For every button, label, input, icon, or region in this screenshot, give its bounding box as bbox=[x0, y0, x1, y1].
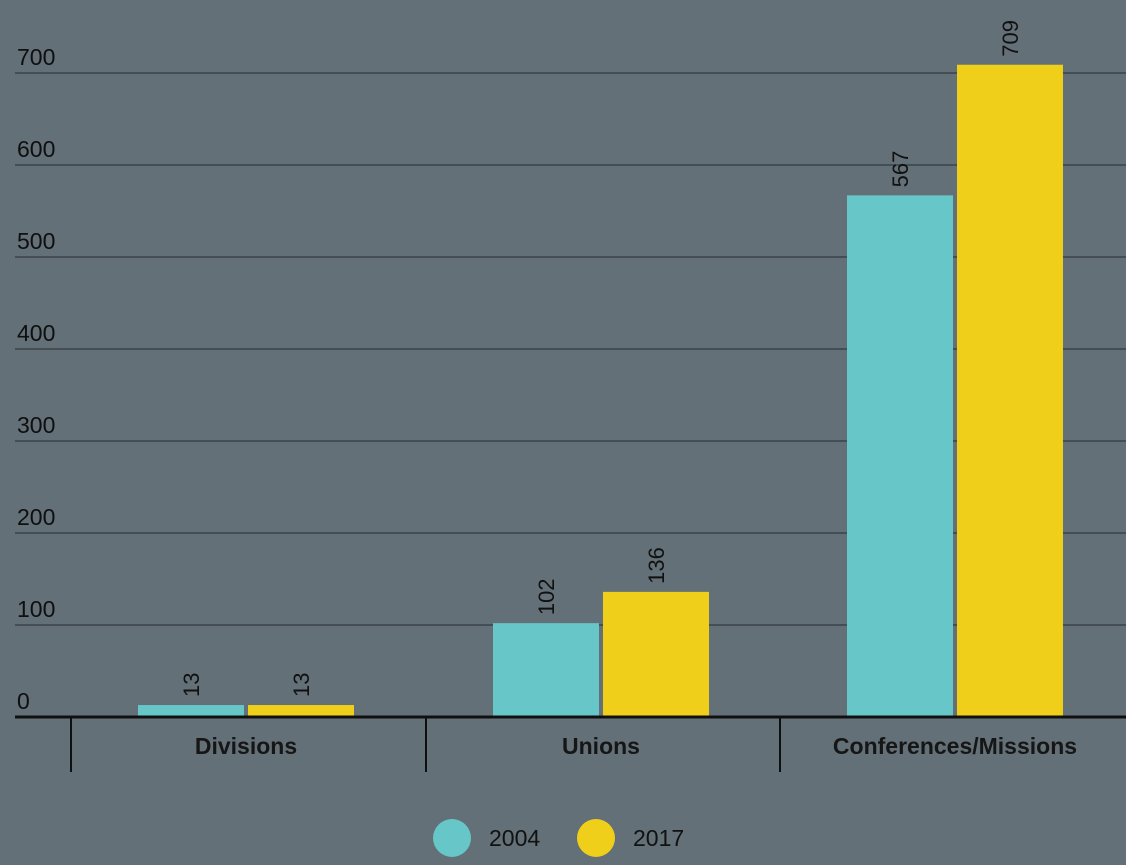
data-label: 136 bbox=[644, 547, 669, 584]
legend-label: 2004 bbox=[489, 825, 540, 851]
y-tick-label: 200 bbox=[17, 504, 55, 530]
bar-2004-unions bbox=[493, 623, 599, 717]
y-tick-label: 700 bbox=[17, 44, 55, 70]
x-category-label: Unions bbox=[562, 733, 640, 759]
y-tick-label: 500 bbox=[17, 228, 55, 254]
data-label: 709 bbox=[998, 20, 1023, 57]
y-tick-label: 0 bbox=[17, 688, 30, 714]
y-tick-label: 400 bbox=[17, 320, 55, 346]
y-tick-label: 600 bbox=[17, 136, 55, 162]
data-label: 102 bbox=[534, 578, 559, 615]
data-label: 13 bbox=[289, 673, 314, 697]
bar-2004-conferences-missions bbox=[847, 195, 953, 718]
bar-2004-divisions bbox=[138, 705, 244, 717]
legend-swatch-2017 bbox=[577, 819, 615, 857]
bar-2017-conferences-missions bbox=[957, 64, 1063, 718]
y-tick-label: 300 bbox=[17, 412, 55, 438]
bar-2017-divisions bbox=[248, 705, 354, 717]
bar-2017-unions bbox=[603, 591, 709, 717]
legend-swatch-2004 bbox=[433, 819, 471, 857]
x-category-label: Conferences/Missions bbox=[833, 733, 1077, 759]
data-label: 567 bbox=[888, 151, 913, 188]
data-label: 13 bbox=[179, 673, 204, 697]
y-tick-label: 100 bbox=[17, 596, 55, 622]
legend-label: 2017 bbox=[633, 825, 684, 851]
x-category-label: Divisions bbox=[195, 733, 297, 759]
